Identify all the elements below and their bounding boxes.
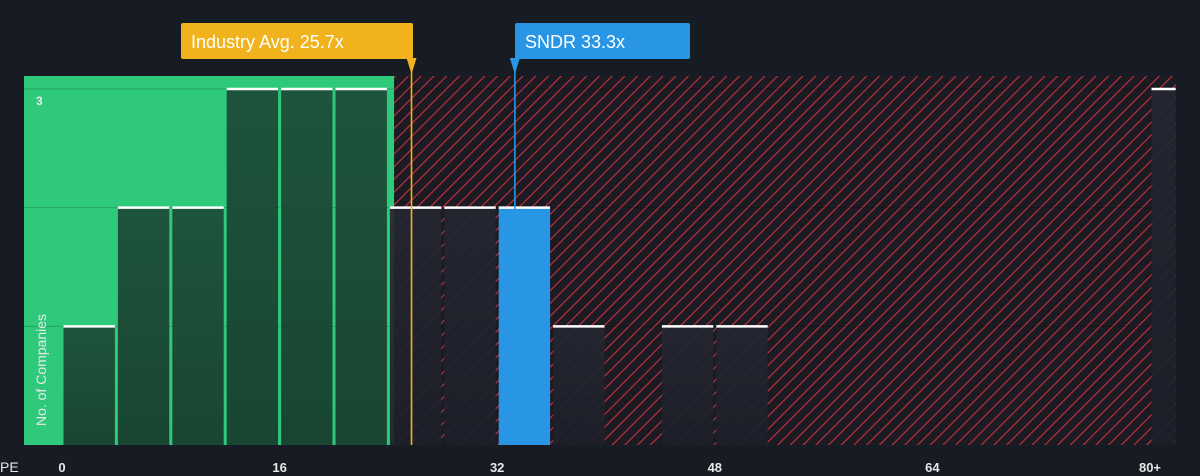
company-pe-callout: SNDR 33.3x	[509, 23, 690, 74]
y-top-tick-label: 3	[36, 94, 43, 108]
industry-avg-callout-text: Industry Avg. 25.7x	[191, 32, 344, 52]
histogram-bar-5	[335, 89, 387, 445]
x-tick-label-16: 16	[272, 460, 286, 475]
histogram-bar-11	[716, 326, 768, 445]
x-tick-label-0: 0	[58, 460, 65, 475]
company-pe-callout-text: SNDR 33.3x	[525, 32, 625, 52]
company-pe-callout-box	[515, 23, 690, 59]
histogram-bar-12	[1151, 89, 1176, 445]
histogram-bar-7	[444, 207, 496, 445]
histogram-bar-3	[226, 89, 279, 445]
company-pe-callout-pointer	[509, 58, 520, 74]
histogram-bar-6	[389, 207, 442, 445]
industry-avg-callout-box	[181, 23, 413, 59]
histogram-bar-0	[63, 326, 115, 445]
x-tick-label-64: 64	[925, 460, 940, 475]
histogram-bar-4	[281, 89, 333, 445]
histogram-bar-10	[661, 326, 714, 445]
x-axis-label: PE	[0, 459, 19, 475]
histogram-bar-8	[498, 207, 551, 445]
histogram-bar-1	[117, 207, 170, 445]
industry-avg-callout-pointer	[406, 58, 417, 74]
histogram-bar-9	[553, 326, 605, 445]
y-axis-label: No. of Companies	[33, 314, 49, 426]
x-tick-label-80plus: 80+	[1139, 460, 1161, 475]
x-tick-label-48: 48	[708, 460, 722, 475]
histogram-bar-2	[172, 207, 224, 445]
industry-avg-callout: Industry Avg. 25.7x	[181, 23, 417, 74]
x-tick-label-32: 32	[490, 460, 504, 475]
